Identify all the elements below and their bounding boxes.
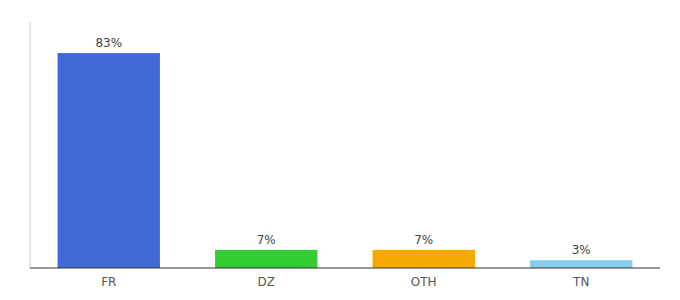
x-axis-line bbox=[30, 267, 660, 268]
y-axis-line bbox=[30, 22, 31, 268]
x-tick-label: DZ bbox=[258, 275, 275, 289]
x-tick-label: TN bbox=[572, 275, 589, 289]
bar bbox=[530, 260, 632, 268]
data-label: 7% bbox=[257, 233, 276, 247]
x-tick-label: OTH bbox=[411, 275, 437, 289]
bar bbox=[58, 53, 160, 268]
chart: FR DZ OTH TN 83% 7% 7% 3% bbox=[0, 0, 680, 300]
data-label: 83% bbox=[95, 36, 122, 50]
bar bbox=[373, 250, 475, 268]
data-label: 7% bbox=[414, 233, 433, 247]
bars bbox=[58, 53, 633, 268]
bar bbox=[215, 250, 317, 268]
x-tick-label: FR bbox=[101, 275, 116, 289]
data-label: 3% bbox=[572, 243, 591, 257]
chart-container: FR DZ OTH TN 83% 7% 7% 3% bbox=[0, 0, 680, 300]
